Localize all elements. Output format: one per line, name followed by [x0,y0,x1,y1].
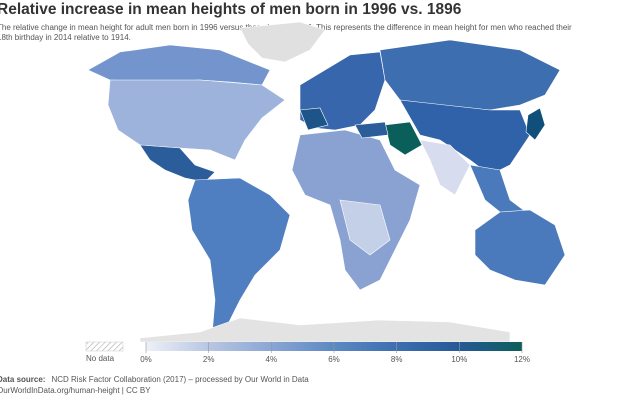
source-text: NCD Risk Factor Collaboration (2017) – p… [51,375,309,384]
iran [384,121,423,156]
tick-label: 12% [514,355,530,364]
iberia [299,107,329,131]
australia [474,209,566,286]
source: Data source: NCD Risk Factor Collaboratio… [0,375,309,384]
greenland [239,21,326,63]
tick-label: 6% [328,355,340,364]
legend-ticks: 0% 2% 4% 6% 8% 10% 12% [140,342,530,364]
tick-label: 0% [140,355,152,364]
south-asia [419,139,471,196]
title: Relative increase in mean heights of men… [0,1,462,18]
map [87,21,566,343]
south-america [187,177,291,336]
turkey [354,121,389,139]
legend: No data 0% 2% 4% 6% 8% 10% 12% [85,341,530,364]
subtitle: 18th birthday in 2014 relative to 1914. [0,33,131,42]
tick-label: 2% [203,355,215,364]
russia [379,39,561,111]
tick-label: 8% [391,355,403,364]
japan [525,107,546,141]
source-label: Data source: [0,375,45,384]
no-data-swatch [85,341,124,352]
north-america [107,79,286,161]
no-data-label: No data [86,354,115,363]
mexico [139,144,216,183]
tick-label: 10% [451,355,467,364]
central-africa [339,199,391,256]
tick-label: 4% [266,355,278,364]
antarctica [139,317,511,343]
canada-alaska [87,44,271,86]
url: OurWorldInData.org/human-height | CC BY [0,386,151,395]
